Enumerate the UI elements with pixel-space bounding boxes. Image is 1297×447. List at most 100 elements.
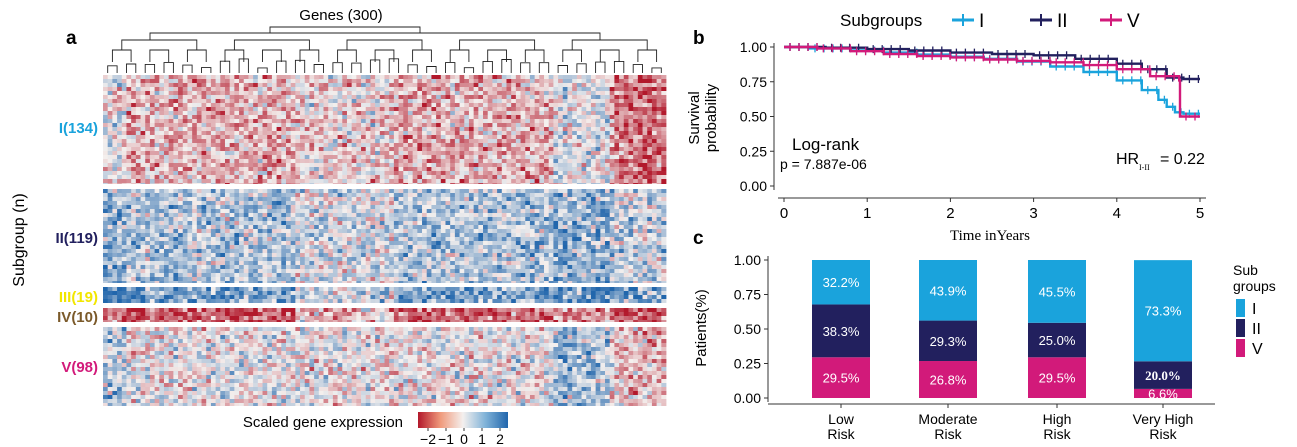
- panel-a-label: a: [66, 28, 77, 49]
- heatmap-band-II: [103, 189, 667, 283]
- km-legend: I II V: [952, 11, 1140, 32]
- bar-category-label-line1: Moderate: [918, 411, 977, 427]
- pvalue-label: p = 7.887e-06: [780, 156, 867, 172]
- subgroup-axis-title: Subgroup (n): [11, 193, 28, 286]
- bar-y-tick-label: 0.50: [734, 321, 761, 337]
- heat-tick-label: −2: [420, 431, 436, 447]
- panel-c-label: c: [693, 228, 704, 249]
- bar-value-label-II: 25.0%: [1039, 333, 1076, 348]
- heatmap-band-III: [103, 287, 667, 303]
- km-x-tick-label: 2: [946, 205, 954, 222]
- genes-label: Genes (300): [299, 7, 382, 24]
- km-curve-V: [784, 45, 1200, 118]
- bar-category-label-line2: Risk: [827, 426, 855, 442]
- bar-legend-label-V: V: [1252, 341, 1263, 358]
- bar-segment-V: [1134, 388, 1192, 398]
- bar-segment-II: [1134, 361, 1192, 389]
- km-y-tick-label: 0.50: [740, 109, 767, 125]
- bar-segment-V: [812, 357, 870, 398]
- km-legend-label-I: I: [979, 11, 984, 32]
- km-axes: 0.00 0.25 0.50 0.75 1.00 0 1 2 3 4 5: [740, 39, 1206, 222]
- bar-value-label-I: 43.9%: [930, 283, 967, 298]
- group-label-III: III(19): [59, 289, 98, 306]
- km-y-tick-label: 0.75: [740, 74, 767, 90]
- km-x-tick-label: 3: [1029, 205, 1037, 222]
- heat-legend-title: Scaled gene expression: [243, 414, 403, 431]
- bar-segment-V: [1028, 357, 1086, 398]
- bar-value-label-V: 29.5%: [1039, 371, 1076, 386]
- group-label-I: I(134): [59, 120, 98, 137]
- bar-value-label-V: 26.8%: [930, 373, 967, 388]
- km-legend-label-II: II: [1057, 11, 1068, 32]
- column-dendrogram: [107, 26, 662, 73]
- km-curve-I: [784, 45, 1200, 115]
- bar-value-label-II: 29.3%: [930, 334, 967, 349]
- bar-category-label-line2: Risk: [1149, 426, 1177, 442]
- bar-segment-I: [919, 260, 977, 321]
- bar-value-label-I: 45.5%: [1039, 284, 1076, 299]
- panel-a: a Genes (300) Subgroup (n) I(134) II(119…: [11, 7, 667, 447]
- bar-y-tick-label: 0.75: [734, 287, 761, 303]
- bar-value-label-II: 20.0%: [1145, 368, 1181, 383]
- bar-y-tick-label: 1.00: [734, 252, 761, 268]
- bar-segment-I: [812, 260, 870, 305]
- heat-legend-ticks: −2 −1 0 1 2: [420, 428, 504, 447]
- km-y-tick-label: 0.25: [740, 143, 767, 159]
- heat-legend-bar: [418, 412, 508, 428]
- bar-legend-swatch-II: [1236, 319, 1245, 337]
- group-label-II: II(119): [55, 230, 98, 247]
- bar-segment-V: [919, 361, 977, 398]
- bar-value-label-I: 32.2%: [823, 275, 860, 290]
- km-y-title-1: Survival: [686, 91, 703, 144]
- bar-value-label-V: 29.5%: [823, 371, 860, 386]
- panel-c: c Patients(%) 0.000.250.500.751.00LowRis…: [693, 228, 1276, 442]
- heat-tick-label: 2: [496, 431, 504, 447]
- bar-segment-II: [1028, 322, 1086, 358]
- km-legend-title: Subgroups: [840, 11, 922, 30]
- bar-y-title: Patients(%): [693, 289, 710, 367]
- bar-y-tick-label: 0.00: [734, 390, 761, 406]
- group-label-IV: IV(10): [57, 309, 98, 326]
- km-x-title: Time inYears: [950, 228, 1030, 244]
- bar-axes: 0.000.250.500.751.00LowRiskModerateRiskH…: [734, 252, 1215, 442]
- bar-category-label-line1: Low: [828, 411, 855, 427]
- bar-value-label-V: 6.6%: [1148, 386, 1178, 401]
- bar-segment-I: [1134, 260, 1192, 362]
- panel-b-label: b: [693, 28, 705, 49]
- heat-tick-label: 1: [478, 431, 486, 447]
- heat-tick-label: 0: [460, 431, 468, 447]
- bar-legend-label-II: II: [1252, 321, 1261, 338]
- bar-category-label-line1: High: [1043, 411, 1072, 427]
- km-curves: [784, 43, 1200, 121]
- bar-segment-II: [812, 304, 870, 358]
- km-y-tick-label: 0.00: [740, 178, 767, 194]
- heatmap-band-V: [103, 327, 667, 406]
- panel-b: b Subgroups I II V Survival probability 0.…: [686, 11, 1206, 244]
- bar-segment-I: [1028, 260, 1086, 323]
- km-censor-ticks-V: [789, 43, 1196, 121]
- heat-tick-label: −1: [438, 431, 454, 447]
- bar-category-label-line2: Risk: [1043, 426, 1071, 442]
- dendrogram-branches: [107, 26, 662, 73]
- bar-category-label-line1: Very High: [1133, 411, 1194, 427]
- km-y-title-2: probability: [703, 83, 720, 152]
- logrank-label: Log-rank: [792, 135, 860, 154]
- stacked-bars: 29.5% 38.3% 32.2% 26.8% 29.3% 43.9% 29.5% 25.0%…: [812, 260, 1192, 401]
- hr-prefix: HR: [1116, 151, 1139, 168]
- bar-legend-swatch-I: [1236, 299, 1245, 317]
- km-x-tick-label: 1: [863, 205, 871, 222]
- hr-subscript: I-II: [1139, 163, 1150, 172]
- heatmap: [103, 75, 667, 406]
- km-x-tick-label: 4: [1113, 205, 1121, 222]
- bar-y-tick-label: 0.25: [734, 356, 761, 372]
- km-y-tick-label: 1.00: [740, 39, 767, 55]
- hr-value: = 0.22: [1160, 151, 1205, 168]
- bar-legend-label-I: I: [1252, 301, 1256, 318]
- bar-value-label-I: 73.3%: [1145, 304, 1182, 319]
- bar-segment-II: [919, 320, 977, 362]
- group-label-V: V(98): [61, 359, 98, 376]
- bar-legend-title-1: Sub: [1233, 262, 1258, 278]
- bar-legend-swatch-V: [1236, 339, 1245, 357]
